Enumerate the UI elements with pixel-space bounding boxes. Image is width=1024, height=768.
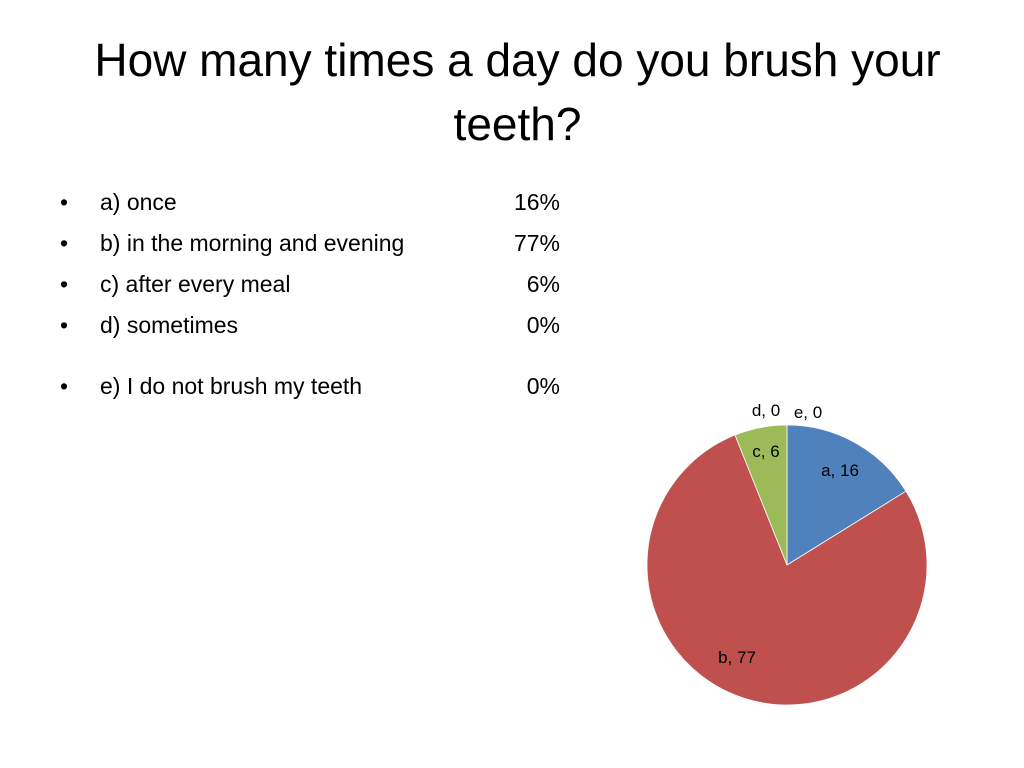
pie-data-label-a: a, 16 bbox=[821, 461, 859, 480]
pie-chart: a, 16 b, 77 c, 6 d, 0 e, 0 bbox=[646, 401, 928, 706]
bullet-icon: • bbox=[60, 312, 69, 338]
pie-data-label-e: e, 0 bbox=[794, 403, 822, 422]
answer-label: c) after every meal bbox=[100, 271, 291, 297]
answer-label: b) in the morning and evening bbox=[100, 230, 405, 256]
pie-data-label-b: b, 77 bbox=[718, 648, 756, 667]
bullet-icon: • bbox=[60, 373, 69, 399]
answer-list: • a) once 16% • b) in the morning and ev… bbox=[60, 185, 580, 410]
pie-data-label-d: d, 0 bbox=[752, 401, 780, 420]
answer-label: e) I do not brush my teeth bbox=[100, 373, 363, 399]
pie-slice-a bbox=[786, 424, 907, 566]
answer-item-c: • c) after every meal 6% bbox=[60, 267, 580, 308]
answer-label: a) once bbox=[100, 189, 177, 215]
answer-percent: 0% bbox=[526, 312, 560, 338]
pie-slice-b bbox=[646, 434, 928, 706]
answer-percent: 77% bbox=[513, 230, 560, 256]
answer-item-a: • a) once 16% bbox=[60, 185, 580, 226]
answer-percent: 6% bbox=[526, 271, 560, 297]
answer-percent: 0% bbox=[526, 373, 560, 399]
answer-item-b: • b) in the morning and evening 77% bbox=[60, 226, 580, 267]
answer-label: d) sometimes bbox=[100, 312, 239, 338]
answer-item-e: • e) I do not brush my teeth 0% bbox=[60, 369, 580, 410]
answer-item-d: • d) sometimes 0% bbox=[60, 308, 580, 349]
pie-data-label-c: c, 6 bbox=[752, 442, 779, 461]
bullet-icon: • bbox=[60, 271, 69, 297]
bullet-icon: • bbox=[60, 230, 69, 256]
answer-percent: 16% bbox=[513, 189, 560, 215]
bullet-icon: • bbox=[60, 189, 69, 215]
pie-slice-c bbox=[734, 424, 788, 566]
slide-title: How many times a day do you brush your t… bbox=[94, 34, 941, 150]
